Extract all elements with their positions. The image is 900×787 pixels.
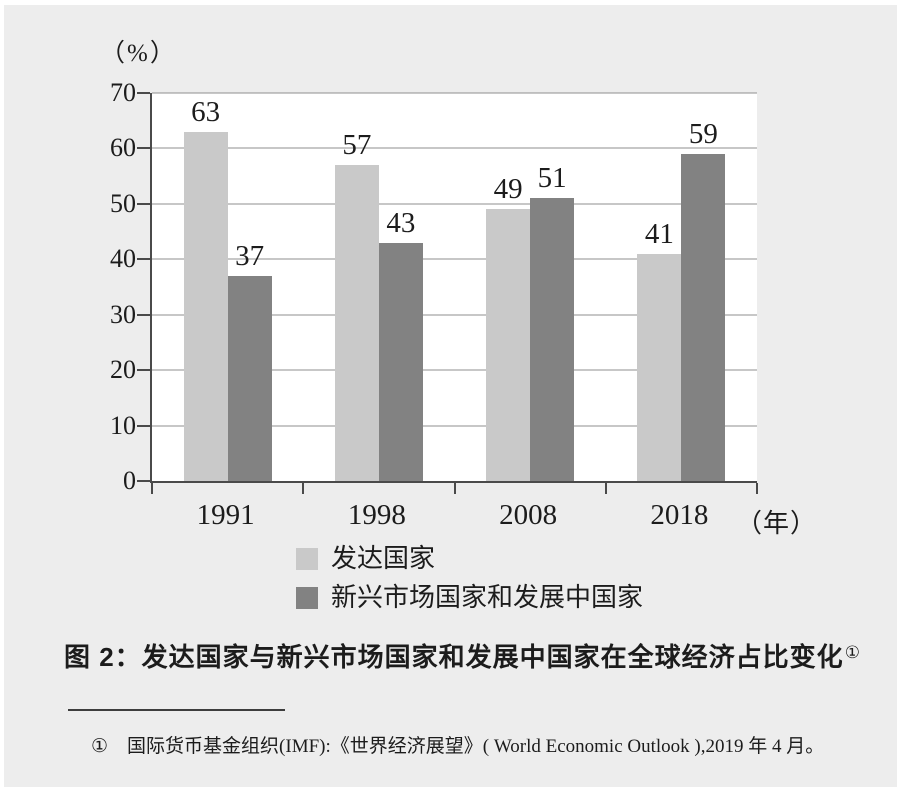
bar-发达国家-1991: 63 <box>183 97 228 481</box>
bar-value-label: 41 <box>644 217 674 250</box>
figure-caption-text: 图 2：发达国家与新兴市场国家和发展中国家在全球经济占比变化 <box>64 642 844 672</box>
legend-item-发达国家: 发达国家 <box>296 543 643 574</box>
x-category-label-2008: 2008 <box>499 499 558 531</box>
y-tick-label-60: 60 <box>110 133 136 163</box>
y-tick-0 <box>137 480 150 482</box>
y-tick-label-40: 40 <box>110 244 136 274</box>
gridline-40 <box>152 258 757 260</box>
gridline-60 <box>152 147 757 149</box>
x-category-label-2018: 2018 <box>650 499 709 531</box>
caption-footnote-marker: ① <box>844 643 861 662</box>
gridline-20 <box>152 369 757 371</box>
y-tick-40 <box>137 258 150 261</box>
y-tick-20 <box>137 369 150 372</box>
x-tick-1 <box>302 483 305 494</box>
bar-value-label: 37 <box>235 239 265 272</box>
y-tick-30 <box>137 313 150 316</box>
bar-新兴市场国家和发展中国家-1991: 37 <box>227 241 272 481</box>
y-tick-10 <box>137 424 150 427</box>
legend-item-新兴市场国家和发展中国家: 新兴市场国家和发展中国家 <box>296 582 643 613</box>
bar-value-label: 59 <box>688 117 718 150</box>
x-axis-unit-label: （年） <box>736 509 818 538</box>
bar-新兴市场国家和发展中国家-2018: 59 <box>681 119 726 481</box>
bar-group-2008: 49 51 <box>455 93 606 481</box>
bar-value-label: 51 <box>537 162 567 195</box>
gridline-70 <box>152 92 757 94</box>
bar-group-1998: 57 43 <box>303 93 454 481</box>
y-tick-label-20: 20 <box>110 355 136 385</box>
plot-area: 63 37 57 43 49 51 41 59 <box>137 92 758 494</box>
bar-新兴市场国家和发展中国家-2008: 51 <box>530 164 575 481</box>
y-axis-unit-label: （%） <box>100 40 177 67</box>
bar-value-label: 43 <box>386 206 416 239</box>
y-tick-label-50: 50 <box>110 188 136 218</box>
x-tick-4 <box>756 483 758 494</box>
x-tick-0 <box>151 483 153 494</box>
bar-group-1991: 63 37 <box>152 93 303 481</box>
y-tick-50 <box>137 202 150 205</box>
legend: 发达国家新兴市场国家和发展中国家 <box>296 543 643 621</box>
y-tick-label-10: 10 <box>110 410 136 440</box>
legend-swatch-icon <box>296 586 318 609</box>
y-tick-60 <box>137 147 150 150</box>
gridline-10 <box>152 425 757 427</box>
legend-item-label: 发达国家 <box>331 544 436 573</box>
footnote: ① 国际货币基金组织(IMF):《世界经济展望》( World Economic … <box>91 731 824 758</box>
x-tick-2 <box>453 483 456 494</box>
footnote-text: 国际货币基金组织(IMF):《世界经济展望》( World Economic O… <box>127 736 825 757</box>
bar-value-label: 49 <box>493 173 523 206</box>
figure-caption: 图 2：发达国家与新兴市场国家和发展中国家在全球经济占比变化① <box>64 637 861 674</box>
legend-swatch-icon <box>296 547 318 570</box>
y-tick-label-70: 70 <box>110 78 136 107</box>
y-axis-labels: 0 10 20 30 40 50 60 70 <box>30 80 136 494</box>
y-tick-label-30: 30 <box>110 299 136 329</box>
footnote-divider <box>68 709 285 711</box>
bar-新兴市场国家和发展中国家-1998: 43 <box>378 208 423 481</box>
legend-item-label: 新兴市场国家和发展中国家 <box>331 583 644 613</box>
gridline-50 <box>152 203 757 205</box>
footnote-marker: ① <box>91 736 109 757</box>
x-category-label-1998: 1998 <box>347 499 406 531</box>
gridline-30 <box>152 314 757 316</box>
x-tick-3 <box>604 483 607 494</box>
bar-group-2018: 41 59 <box>606 93 757 481</box>
y-tick-label-0: 0 <box>123 466 136 495</box>
bar-发达国家-2018: 41 <box>637 219 682 481</box>
y-tick-70 <box>137 92 150 94</box>
x-category-label-1991: 1991 <box>196 499 255 531</box>
bar-发达国家-1998: 57 <box>334 131 379 481</box>
bar-value-label: 63 <box>191 95 221 128</box>
bar-value-label: 57 <box>342 129 372 162</box>
bar-发达国家-2008: 49 <box>486 175 531 481</box>
